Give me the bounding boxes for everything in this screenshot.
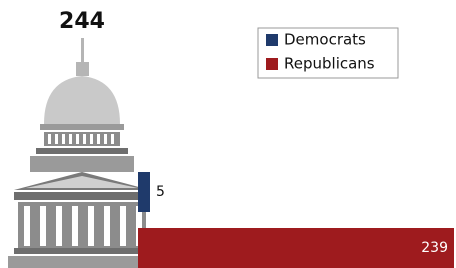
legend-label: Republicans — [284, 55, 375, 73]
chart-title: 244 — [59, 9, 105, 34]
legend-swatch — [266, 58, 278, 70]
legend-label: Democrats — [284, 31, 366, 49]
page: {"chart_data": {"type": "bar", "orientat… — [0, 0, 456, 268]
legend-swatch — [266, 34, 278, 46]
capitol-illustration — [8, 38, 156, 268]
value-label: 239 — [421, 240, 448, 256]
bar — [138, 228, 454, 268]
bar — [138, 172, 150, 212]
chart: 244 Democrats 5 Republicans 239 — [0, 0, 456, 268]
value-label: 5 — [156, 184, 165, 200]
